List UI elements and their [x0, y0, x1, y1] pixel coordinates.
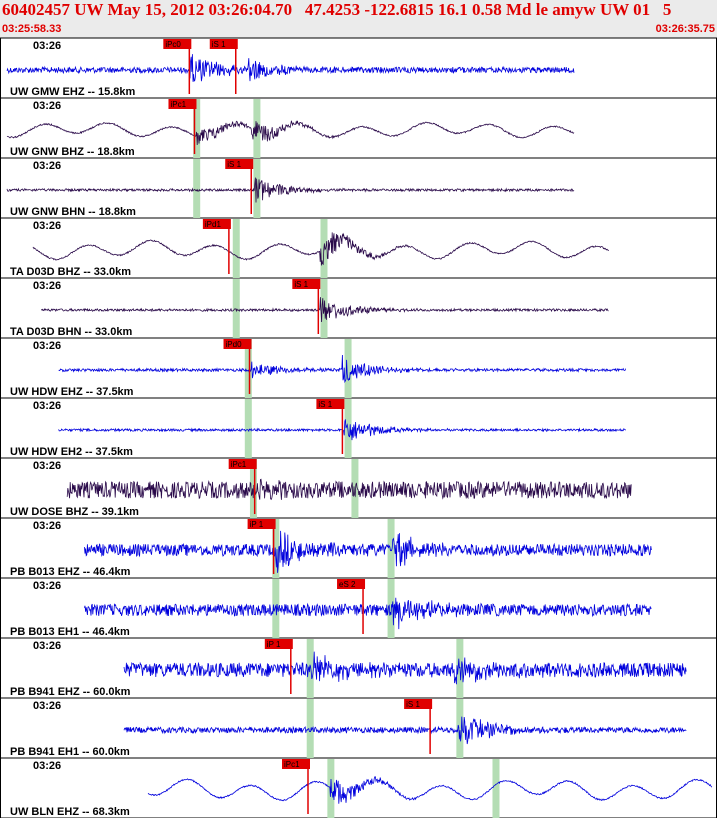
station-label: PB B013 EHZ -- 46.4km: [10, 566, 131, 578]
trace-panel: iS 1 03:26 UW GNW BHN -- 18.8km: [0, 159, 717, 219]
station-label: UW GNW BHN -- 18.8km: [10, 206, 136, 218]
theoretical-arrival-band: [387, 519, 395, 578]
theoretical-arrival-band: [193, 99, 201, 158]
theoretical-arrival-band: [232, 219, 240, 278]
theoretical-arrival-band: [351, 459, 359, 518]
pick-flag[interactable]: [202, 219, 231, 229]
panel-time-label: 03:26: [33, 100, 61, 112]
pick-flag[interactable]: [264, 639, 293, 649]
waveform-trace: [32, 232, 610, 266]
pick-flag[interactable]: [209, 39, 238, 49]
event-header: 60402457 UW May 15, 2012 03:26:04.70 47.…: [0, 0, 717, 38]
waveform-trace: [6, 54, 575, 82]
pick-flag[interactable]: [225, 159, 254, 169]
station-label: UW GMW EHZ -- 15.8km: [10, 86, 136, 98]
pick-label: iS 1: [227, 160, 241, 169]
pick-flag[interactable]: [404, 699, 433, 709]
trace-panel: iS 1 03:26 TA D03D BHN -- 33.0km: [0, 279, 717, 339]
panel-time-label: 03:26: [33, 760, 61, 772]
panel-time-label: 03:26: [33, 520, 61, 532]
station-label: UW HDW EHZ -- 37.5km: [10, 386, 134, 398]
panel-time-label: 03:26: [33, 460, 61, 472]
start-time: 03:25:58.33: [2, 23, 62, 35]
pick-label: iP 1: [250, 520, 264, 529]
pick-label: iPc1: [231, 460, 247, 469]
theoretical-arrival-band: [193, 159, 201, 218]
station-label: PB B013 EH1 -- 46.4km: [10, 626, 130, 638]
panel-time-label: 03:26: [33, 280, 61, 292]
station-label: PB B941 EH1 -- 60.0km: [10, 746, 130, 758]
panel-time-label: 03:26: [33, 40, 61, 52]
theoretical-arrival-band: [492, 759, 500, 818]
trace-panel: iPd0 03:26 UW HDW EHZ -- 37.5km: [0, 339, 717, 399]
panel-time-label: 03:26: [33, 340, 61, 352]
waveform-trace: [6, 177, 575, 203]
theoretical-arrival-band: [272, 519, 280, 578]
pick-flag[interactable]: [337, 579, 366, 589]
waveform-trace: [41, 297, 609, 323]
pick-flag[interactable]: [282, 759, 310, 769]
trace-panel: iS 1 03:26 PB B941 EH1 -- 60.0km: [0, 699, 717, 759]
theoretical-arrival-band: [244, 399, 252, 458]
waveform-trace: [84, 597, 652, 630]
trace-panel: eS 2 03:26 PB B013 EH1 -- 46.4km: [0, 579, 717, 639]
waveform-trace: [147, 776, 713, 804]
theoretical-arrival-band: [232, 279, 240, 338]
theoretical-arrival-band: [306, 639, 314, 698]
trace-panel: iS 1 03:26 UW HDW EH2 -- 37.5km: [0, 399, 717, 459]
pick-flag[interactable]: [223, 339, 252, 349]
pick-label: eS 2: [339, 580, 356, 589]
waveform-trace: [123, 716, 687, 745]
pick-label: iP 1: [267, 640, 281, 649]
waveform-trace: [6, 120, 575, 146]
pick-flag[interactable]: [292, 279, 321, 289]
station-label: UW BLN EHZ -- 68.3km: [10, 806, 130, 818]
pick-flag[interactable]: [163, 39, 192, 49]
panel-time-label: 03:26: [33, 580, 61, 592]
station-label: TA D03D BHZ -- 33.0km: [10, 266, 131, 278]
trace-panel: iPd1 03:26 TA D03D BHZ -- 33.0km: [0, 219, 717, 279]
station-label: UW HDW EH2 -- 37.5km: [10, 446, 133, 458]
station-label: UW DOSE BHZ -- 39.1km: [10, 506, 139, 518]
station-label: PB B941 EHZ -- 60.0km: [10, 686, 131, 698]
theoretical-arrival-band: [244, 339, 252, 398]
panel-time-label: 03:26: [33, 220, 61, 232]
theoretical-arrival-band: [344, 339, 352, 398]
panel-time-label: 03:26: [33, 640, 61, 652]
waveform-trace: [58, 354, 626, 384]
pick-label: iS 1: [294, 280, 308, 289]
pick-flag[interactable]: [316, 399, 345, 409]
panel-time-label: 03:26: [33, 700, 61, 712]
station-label: UW GNW BHZ -- 18.8km: [10, 146, 135, 158]
trace-panel: iPc1 03:26 UW BLN EHZ -- 68.3km: [0, 759, 717, 818]
trace-panel: iP 1 03:26 PB B013 EHZ -- 46.4km: [0, 519, 717, 579]
pick-label: iPc1: [284, 760, 300, 769]
panel-time-label: 03:26: [33, 160, 61, 172]
pick-label: iPc1: [170, 100, 186, 109]
trace-panel: iPc0 iS 1 03:26 UW GMW EHZ -- 15.8km: [0, 39, 717, 99]
pick-label: iS 1: [318, 400, 332, 409]
pick-label: iPc0: [165, 40, 181, 49]
theoretical-arrival-band: [456, 699, 464, 758]
pick-label: iPd1: [205, 220, 222, 229]
station-label: TA D03D BHN -- 33.0km: [10, 326, 132, 338]
pick-flag[interactable]: [247, 519, 276, 529]
theoretical-arrival-band: [306, 699, 314, 758]
pick-label: iS 1: [406, 700, 420, 709]
waveform-trace: [66, 478, 632, 501]
trace-panel: iPc1 03:26 UW GNW BHZ -- 18.8km: [0, 99, 717, 159]
pick-label: iPd0: [226, 340, 243, 349]
panel-time-label: 03:26: [33, 400, 61, 412]
trace-panel: iPc1 03:26 UW DOSE BHZ -- 39.1km: [0, 459, 717, 519]
pick-label: iS 1: [212, 40, 226, 49]
waveform-trace: [84, 530, 652, 573]
event-title: 60402457 UW May 15, 2012 03:26:04.70 47.…: [2, 0, 672, 19]
pick-flag[interactable]: [228, 459, 257, 469]
trace-panel: iP 1 03:26 PB B941 EHZ -- 60.0km: [0, 639, 717, 699]
end-time: 03:26:35.75: [655, 23, 715, 35]
pick-flag[interactable]: [168, 99, 197, 109]
waveform-trace: [123, 651, 687, 685]
